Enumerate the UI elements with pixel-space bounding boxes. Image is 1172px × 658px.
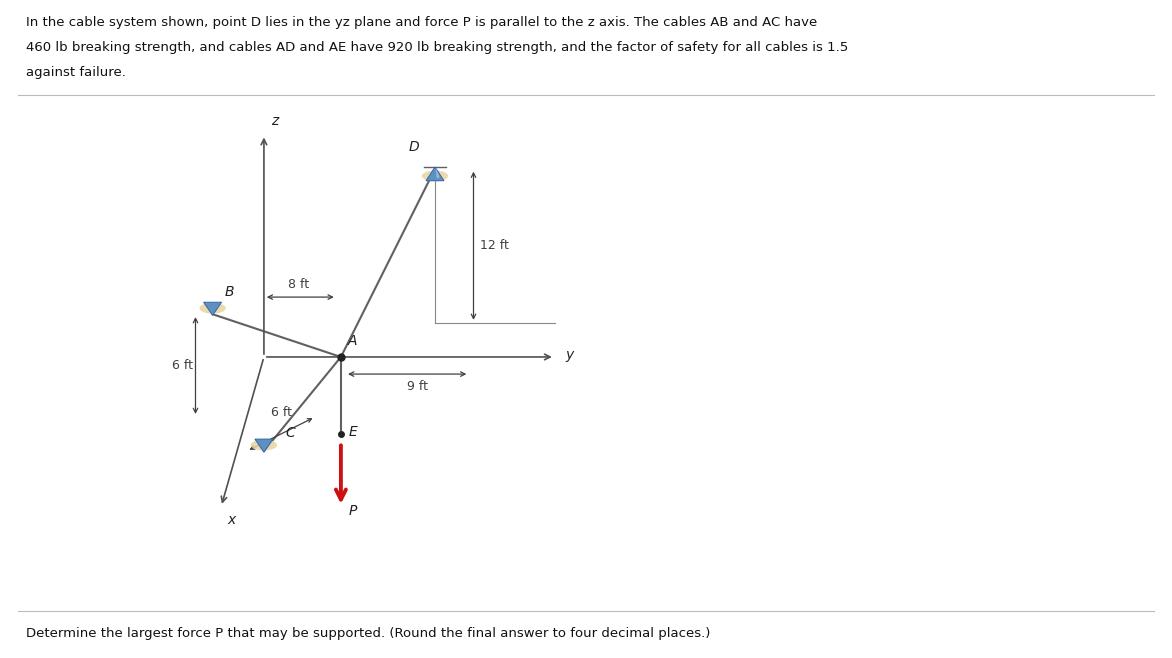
Ellipse shape [199,303,226,314]
Text: 12 ft: 12 ft [479,240,509,252]
Polygon shape [425,167,444,181]
Polygon shape [204,302,222,315]
Text: E: E [348,425,357,439]
Text: against failure.: against failure. [26,66,125,80]
Text: x: x [227,513,236,527]
Ellipse shape [422,170,448,182]
Text: 8 ft: 8 ft [287,278,308,291]
Text: 9 ft: 9 ft [408,380,429,393]
Polygon shape [436,168,440,179]
Text: 460 lb breaking strength, and cables AD and AE have 920 lb breaking strength, an: 460 lb breaking strength, and cables AD … [26,41,849,55]
Text: In the cable system shown, point D lies in the yz plane and force P is parallel : In the cable system shown, point D lies … [26,16,817,30]
Text: P: P [348,504,357,518]
Text: A: A [347,334,356,349]
Text: Determine the largest force P that may be supported. (Round the final answer to : Determine the largest force P that may b… [26,626,710,640]
Polygon shape [255,439,273,452]
Ellipse shape [251,440,277,451]
Text: 6 ft: 6 ft [172,359,193,372]
Text: D: D [408,139,418,154]
Text: y: y [565,348,574,362]
Text: 6 ft: 6 ft [271,406,292,419]
Text: B: B [225,285,234,299]
Text: C: C [285,426,295,440]
Text: z: z [271,114,278,128]
